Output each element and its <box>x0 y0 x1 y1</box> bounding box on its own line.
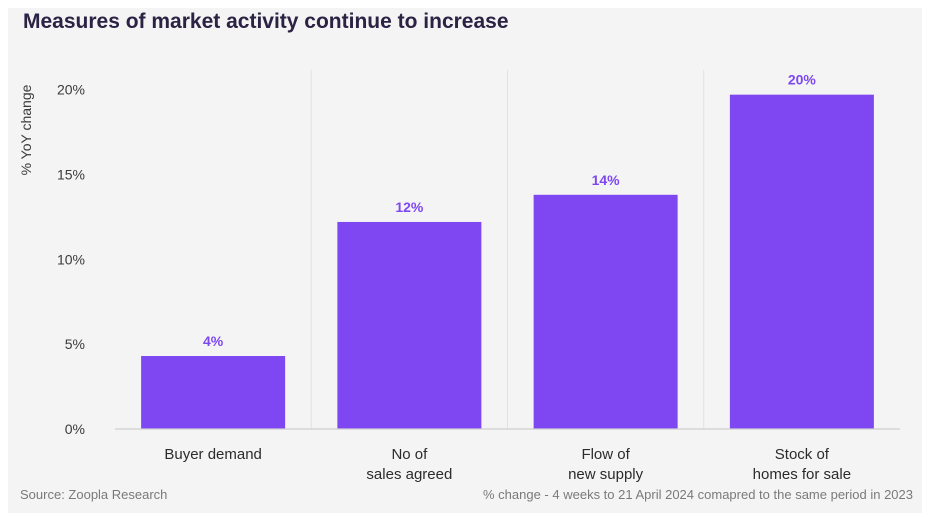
bar <box>337 221 482 429</box>
bar-value-label: 14% <box>592 172 621 188</box>
bar <box>141 356 286 429</box>
bar-value-label: 12% <box>395 199 424 215</box>
bar <box>533 194 678 429</box>
y-tick-label: 15% <box>57 166 85 182</box>
x-category-label: Stock of <box>775 446 830 463</box>
period-note: % change - 4 weeks to 21 April 2024 coma… <box>483 487 913 502</box>
y-tick-label: 20% <box>57 82 85 98</box>
y-tick-label: 0% <box>65 421 85 437</box>
chart-title: Measures of market activity continue to … <box>23 10 509 33</box>
y-tick-label: 5% <box>65 336 85 352</box>
x-category-label: homes for sale <box>753 466 851 483</box>
bar <box>729 94 874 429</box>
bar-value-label: 4% <box>203 333 224 349</box>
x-category-label: Flow of <box>581 446 630 463</box>
y-tick-label: 10% <box>57 251 85 267</box>
x-category-label: No of <box>391 446 428 463</box>
bar-value-label: 20% <box>788 72 817 88</box>
x-category-label: sales agreed <box>366 466 452 483</box>
x-category-label: new supply <box>568 466 644 483</box>
source-note: Source: Zoopla Research <box>20 487 168 502</box>
x-category-label: Buyer demand <box>164 446 262 463</box>
